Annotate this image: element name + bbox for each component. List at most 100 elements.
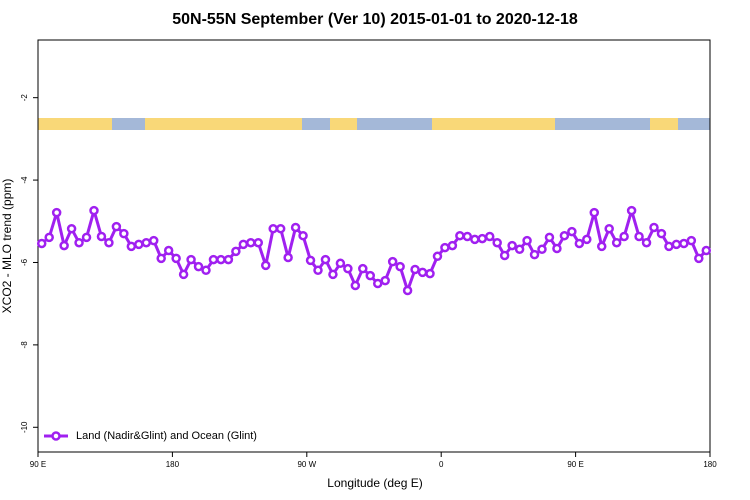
data-point xyxy=(275,223,286,234)
data-point xyxy=(253,237,264,248)
data-point xyxy=(634,231,644,242)
data-point xyxy=(470,234,480,245)
data-point xyxy=(641,237,652,248)
x-tick-label: 90 W xyxy=(297,460,316,469)
data-point xyxy=(104,237,114,248)
y-tick-label: -8 xyxy=(20,341,29,349)
x-tick-label: 90 E xyxy=(567,460,583,469)
data-point xyxy=(134,239,144,250)
x-tick-label: 180 xyxy=(166,460,180,469)
data-point xyxy=(522,235,532,246)
data-point xyxy=(119,228,129,239)
data-point xyxy=(223,254,234,265)
data-point xyxy=(380,275,390,286)
data-point xyxy=(238,239,249,250)
data-point xyxy=(447,240,458,251)
data-point xyxy=(365,270,376,281)
data-point xyxy=(671,239,682,250)
y-tick-label: -4 xyxy=(20,176,29,184)
y-tick-label: -6 xyxy=(20,258,29,266)
data-point xyxy=(410,264,420,275)
data-point xyxy=(619,231,629,242)
data-point xyxy=(626,205,637,216)
x-tick-label: 180 xyxy=(703,460,717,469)
data-point xyxy=(193,261,204,272)
y-tick-label: -10 xyxy=(20,421,29,433)
legend: Land (Nadir&Glint) and Ocean (Glint) xyxy=(44,430,257,442)
data-point xyxy=(559,230,570,241)
data-point xyxy=(305,255,316,266)
data-point xyxy=(507,240,517,251)
data-point xyxy=(283,252,293,263)
data-point xyxy=(178,269,189,280)
legend-marker xyxy=(51,431,61,441)
data-point xyxy=(141,237,152,248)
data-point xyxy=(492,237,502,248)
data-point xyxy=(89,205,99,216)
data-point xyxy=(387,256,398,267)
data-point xyxy=(66,223,77,234)
legend-label: Land (Nadir&Glint) and Ocean (Glint) xyxy=(76,430,257,442)
x-axis-label: Longitude (deg E) xyxy=(327,476,422,490)
data-point xyxy=(544,232,555,243)
data-point xyxy=(567,226,577,237)
data-point xyxy=(499,250,510,261)
data-point xyxy=(96,231,107,242)
data-point xyxy=(260,260,271,271)
chart-title: 50N-55N September (Ver 10) 2015-01-01 to… xyxy=(172,11,578,28)
data-point xyxy=(596,241,607,252)
y-tick-label: -2 xyxy=(20,94,29,102)
data-point xyxy=(552,243,562,254)
data-point xyxy=(36,238,47,249)
data-point xyxy=(126,241,137,252)
data-point xyxy=(44,232,54,243)
data-point xyxy=(208,254,219,265)
data-point xyxy=(484,231,495,242)
data-point xyxy=(582,234,592,245)
y-axis-label: XCO2 - MLO trend (ppm) xyxy=(0,179,14,314)
data-point xyxy=(335,258,346,269)
data-point xyxy=(111,221,122,232)
data-point xyxy=(537,244,547,255)
data-point xyxy=(395,261,405,272)
data-point xyxy=(201,265,211,276)
data-point xyxy=(74,237,84,248)
data-point xyxy=(298,230,308,241)
x-tick-label: 0 xyxy=(439,460,444,469)
data-point xyxy=(686,235,697,246)
data-point xyxy=(290,222,301,233)
data-point xyxy=(350,280,361,291)
data-point xyxy=(186,254,196,265)
data-point xyxy=(246,237,256,248)
data-point xyxy=(231,246,241,257)
data-point xyxy=(514,244,525,255)
data-point xyxy=(163,245,174,256)
data-point xyxy=(574,238,585,249)
data-point xyxy=(313,265,323,276)
data-point xyxy=(611,237,622,248)
data-point xyxy=(343,263,353,274)
data-point xyxy=(59,240,69,251)
data-point xyxy=(664,241,674,252)
data-point xyxy=(432,251,443,262)
x-tick-label: 90 E xyxy=(30,460,46,469)
data-point xyxy=(679,238,689,249)
data-point xyxy=(148,235,159,246)
land-ocean-strip xyxy=(38,118,710,130)
data-point xyxy=(649,222,659,233)
data-point xyxy=(455,230,465,241)
data-point xyxy=(529,249,540,260)
data-point xyxy=(358,263,368,274)
data-point xyxy=(216,254,226,265)
data-point xyxy=(656,228,667,239)
data-point xyxy=(417,267,428,278)
data-point xyxy=(156,253,166,264)
data-point xyxy=(171,253,181,264)
data-point xyxy=(268,223,278,234)
data-point xyxy=(328,269,338,280)
data-point xyxy=(477,233,488,244)
data-point xyxy=(462,231,473,242)
data-point xyxy=(440,242,450,253)
